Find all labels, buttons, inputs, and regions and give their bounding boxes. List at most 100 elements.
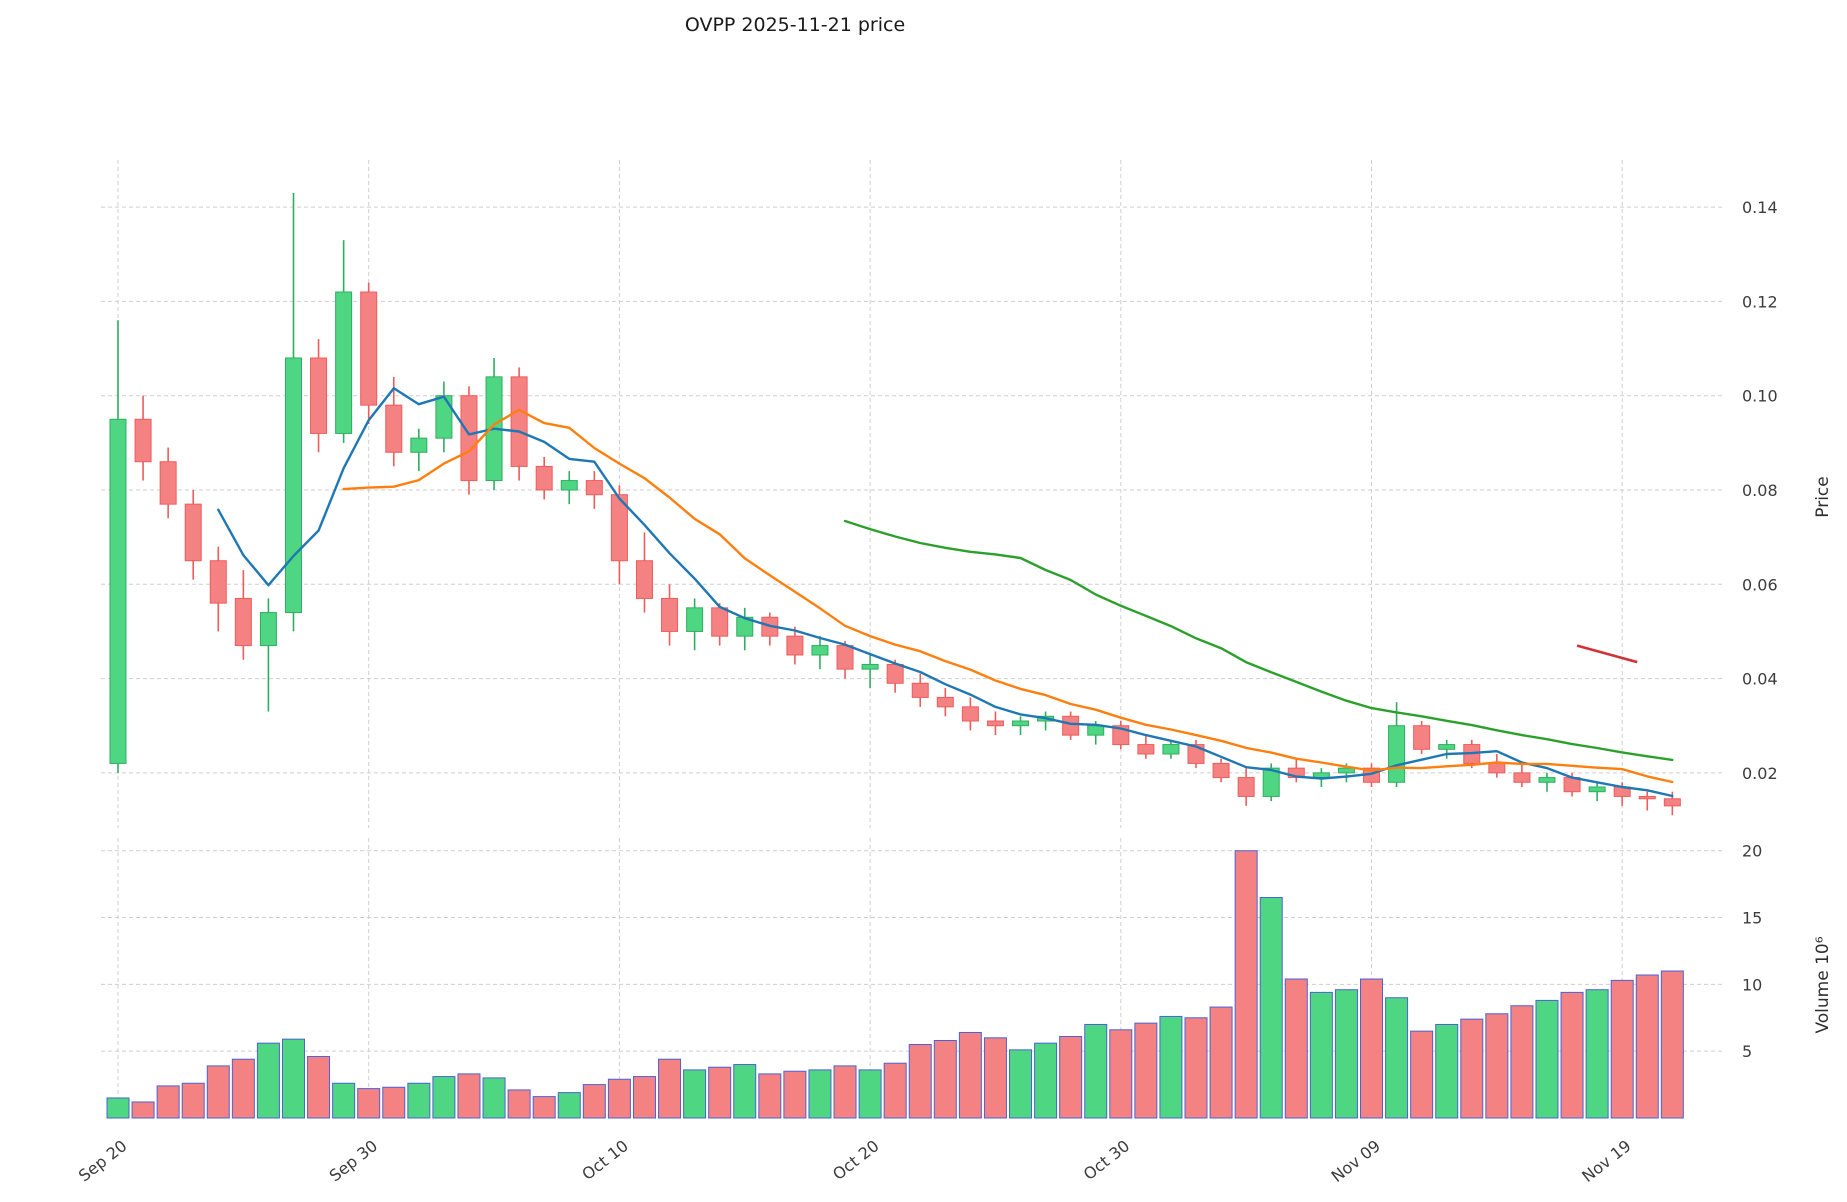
x-tick-label: Sep 20 [75,1136,131,1185]
volume-bar [1109,1029,1133,1119]
candle-body [385,404,403,453]
x-tick-label: Oct 10 [578,1136,632,1184]
volume-bar [607,1078,631,1119]
ma-line-ma5 [217,387,1674,798]
candle-body [1388,725,1406,783]
candle-body [886,663,904,684]
candle-body [159,461,177,505]
candle-body [460,395,478,482]
candle-body [1312,772,1330,779]
candle-body [510,376,528,467]
candle-body [1438,744,1456,750]
candle-body [686,607,704,632]
volume-bar [557,1092,581,1119]
ma-line-ma10 [342,408,1674,784]
volume-bar [933,1039,957,1119]
candle-body [1012,720,1030,727]
volume-bar [131,1101,155,1119]
volume-bar [708,1066,732,1119]
volume-bar [833,1065,857,1119]
candle-body [1588,786,1606,793]
volume-bar [407,1082,431,1119]
volume-bar [1309,991,1333,1119]
volume-axis-label: Volume 10⁶ [1813,936,1833,1033]
volume-tick-label: 5 [1742,1042,1752,1061]
candle-body [1137,744,1155,755]
candle-body [836,645,854,670]
candle-body [1488,762,1506,774]
candle-body [184,503,202,562]
volume-bar [1485,1013,1509,1119]
candle-body [1413,725,1431,750]
candle-body [1062,715,1080,736]
volume-bar [1660,970,1684,1119]
candle-body [284,357,302,614]
volume-bar [432,1076,456,1119]
volume-bar [1360,978,1383,1119]
price-tick-label: 0.06 [1742,575,1778,594]
volume-bar [206,1065,230,1119]
candle-body [1162,744,1180,755]
volume-bar [1184,1017,1208,1119]
volume-bar [1510,1005,1534,1119]
volume-tick-label: 10 [1742,975,1762,994]
price-tick-label: 0.14 [1742,198,1778,217]
volume-bar [457,1073,481,1119]
volume-tick-label: 20 [1742,842,1762,861]
volume-bar [1259,897,1283,1119]
volume-bar [1034,1042,1058,1119]
volume-bar [1134,1022,1158,1119]
price-tick-label: 0.08 [1742,481,1778,500]
candle-body [310,357,328,434]
candle-body [1212,762,1230,779]
volume-tick-label: 15 [1742,909,1762,928]
volume-bar [482,1077,506,1119]
volume-bar [1234,850,1258,1119]
candle-body [635,560,653,599]
candle-body [1237,777,1255,797]
volume-bar [1334,989,1358,1119]
volume-bar [858,1069,882,1119]
volume-bar [1460,1018,1484,1119]
candle-body [961,706,979,722]
ma-line-ma30 [843,519,1674,762]
price-tick-label: 0.10 [1742,387,1778,406]
volume-bar [758,1073,782,1119]
volume-bar [307,1056,331,1119]
volume-bar [883,1062,907,1119]
volume-bar [632,1076,656,1119]
volume-bar [1435,1023,1459,1119]
chart-title: OVPP 2025-11-21 price [685,14,905,36]
candle-body [811,645,829,656]
volume-bar [1284,978,1308,1119]
price-axis-label: Price [1813,476,1833,517]
x-tick-label: Sep 30 [326,1136,382,1185]
candle-body [1337,767,1355,774]
candle-body [1087,725,1105,736]
volume-bar [1385,997,1409,1119]
volume-bar [281,1038,305,1119]
volume-bar [1084,1023,1108,1119]
candle-body [435,395,453,439]
volume-bar [1209,1006,1233,1119]
x-tick-label: Nov 19 [1578,1136,1634,1186]
candle-body [911,682,929,698]
x-tick-label: Oct 30 [1080,1136,1134,1184]
volume-bar [256,1042,280,1119]
candle-body [535,465,553,491]
volume-bar [1059,1035,1083,1119]
volume-bar [808,1069,832,1119]
annotation-segment [1576,644,1638,664]
volume-bar [958,1031,982,1119]
candle-body [1638,795,1656,800]
chart-layers: 0.02 0.04 0.06 0.08 0.10 0.12 0.14 5 10 15 20 Sep 2… [75,160,1778,1186]
volume-bar [1410,1030,1434,1119]
candle-body [1513,772,1531,783]
volume-bar [332,1082,356,1119]
volume-bar [1610,979,1634,1119]
volume-bar [658,1058,682,1119]
candle-body [786,635,804,656]
candle-body [585,480,603,496]
candle-body [234,597,252,647]
